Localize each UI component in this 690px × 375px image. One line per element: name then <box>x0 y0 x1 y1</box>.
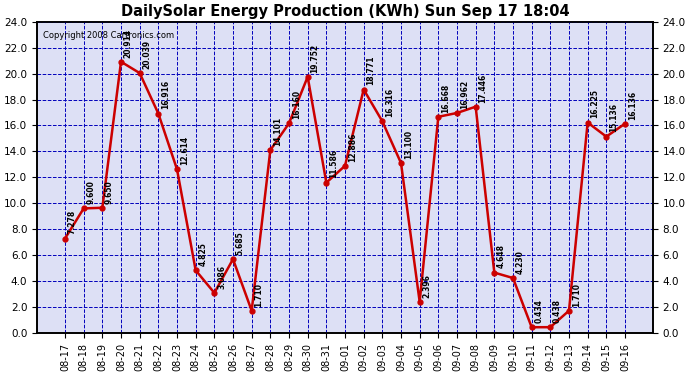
Text: 12.614: 12.614 <box>180 136 189 165</box>
Text: 16.962: 16.962 <box>460 80 469 109</box>
Text: 0.434: 0.434 <box>535 299 544 323</box>
Title: DailySolar Energy Production (KWh) Sun Sep 17 18:04: DailySolar Energy Production (KWh) Sun S… <box>121 4 569 19</box>
Text: 17.446: 17.446 <box>478 73 487 102</box>
Text: 7.278: 7.278 <box>68 210 77 234</box>
Text: 20.039: 20.039 <box>142 40 151 69</box>
Text: 16.160: 16.160 <box>292 90 301 119</box>
Text: 4.230: 4.230 <box>515 250 525 274</box>
Text: 11.586: 11.586 <box>329 149 338 178</box>
Text: 2.396: 2.396 <box>422 274 431 298</box>
Text: 12.886: 12.886 <box>348 132 357 162</box>
Text: Copyright 2008 Cartronics.com: Copyright 2008 Cartronics.com <box>43 31 175 40</box>
Text: 1.710: 1.710 <box>255 282 264 306</box>
Text: 15.136: 15.136 <box>609 104 618 132</box>
Text: 16.225: 16.225 <box>591 89 600 118</box>
Text: 9.600: 9.600 <box>86 180 95 204</box>
Text: 1.710: 1.710 <box>572 282 581 306</box>
Text: 20.914: 20.914 <box>124 28 132 58</box>
Text: 4.825: 4.825 <box>199 242 208 266</box>
Text: 3.086: 3.086 <box>217 265 226 289</box>
Text: 19.752: 19.752 <box>310 44 319 73</box>
Text: 16.316: 16.316 <box>385 88 394 117</box>
Text: 5.685: 5.685 <box>236 231 245 255</box>
Text: 16.916: 16.916 <box>161 80 170 110</box>
Text: 16.136: 16.136 <box>628 90 637 120</box>
Text: 4.648: 4.648 <box>497 244 506 268</box>
Text: 0.438: 0.438 <box>553 299 562 323</box>
Text: 18.771: 18.771 <box>366 56 375 86</box>
Text: 16.668: 16.668 <box>441 83 450 112</box>
Text: 14.101: 14.101 <box>273 117 282 146</box>
Text: 13.100: 13.100 <box>404 130 413 159</box>
Text: 9.650: 9.650 <box>105 180 114 204</box>
